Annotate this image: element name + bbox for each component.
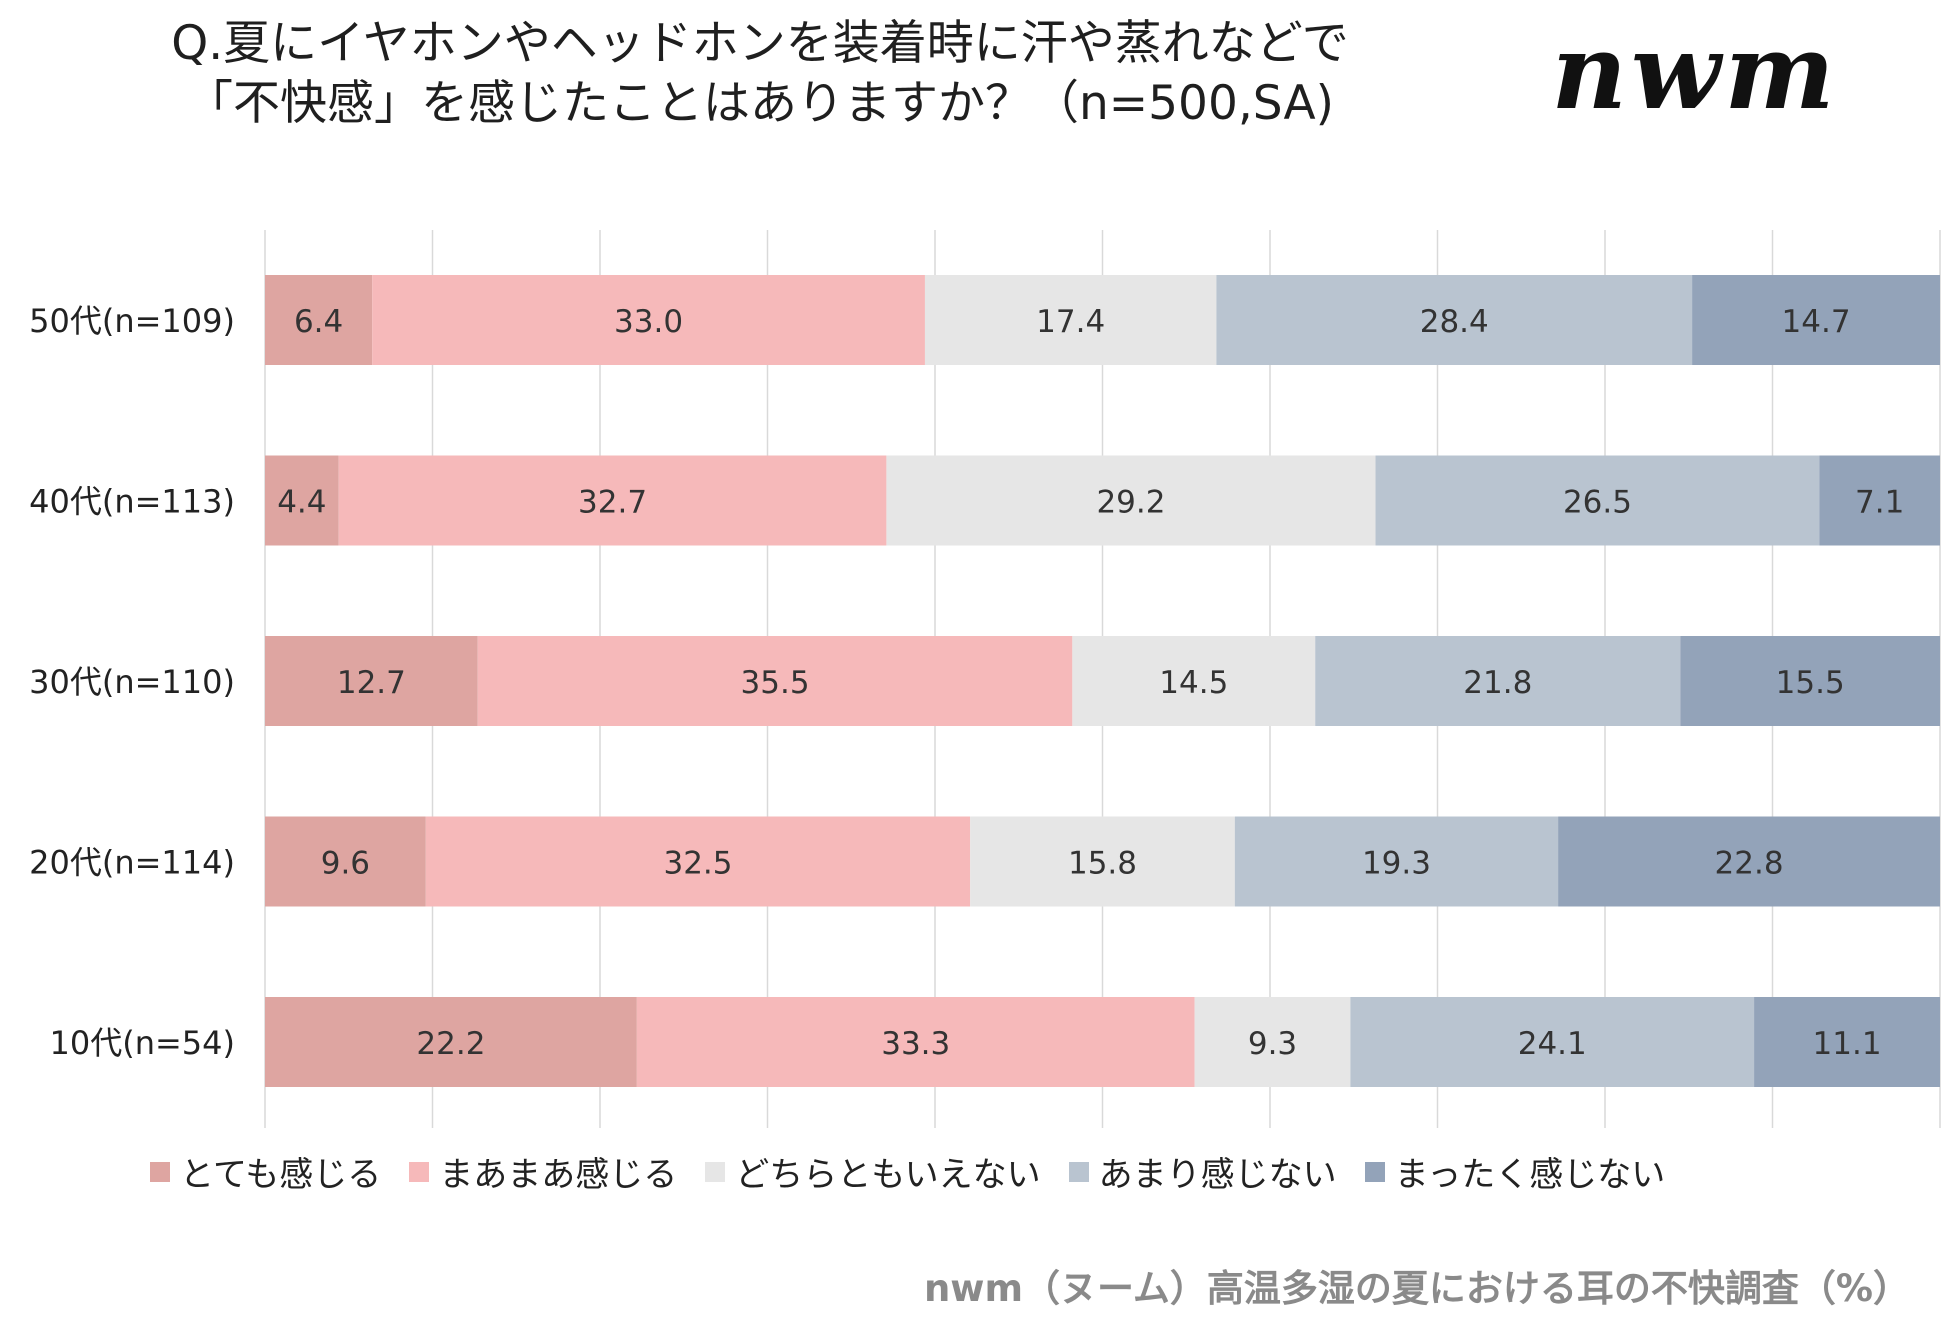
chart-legend: とても感じる まあまあ感じる どちらともいえない あまり感じない まったく感じない xyxy=(150,1147,1850,1196)
bar-segment xyxy=(1558,816,1940,907)
legend-label: あまり感じない xyxy=(1098,1155,1337,1195)
data-label: 9.6 xyxy=(321,846,370,882)
bar-segment xyxy=(1216,275,1693,365)
bar-segment xyxy=(1819,455,1940,546)
nwm-logo-text: nwm xyxy=(1551,30,1838,130)
chart-title-line-1: Q.夏にイヤホンやヘッドホンを装着時に汗や蒸れなどで xyxy=(171,16,1349,71)
bar-series xyxy=(265,275,1940,1087)
bar-segment xyxy=(338,455,887,546)
legend-swatch xyxy=(150,1161,170,1182)
legend-swatch xyxy=(705,1161,726,1182)
data-label: 26.5 xyxy=(1563,485,1632,521)
bar-segment xyxy=(1754,997,1940,1087)
bar-segment xyxy=(1375,455,1820,546)
data-label: 19.3 xyxy=(1362,846,1431,882)
legend-swatch xyxy=(1068,1161,1089,1182)
data-label: 32.7 xyxy=(578,485,647,521)
legend-item: どちらともいえない xyxy=(705,1147,1041,1196)
data-label: 22.2 xyxy=(416,1026,485,1062)
data-label: 32.5 xyxy=(663,846,732,882)
bar-segment xyxy=(265,275,373,365)
data-label: 17.4 xyxy=(1036,304,1105,340)
bar-segment xyxy=(425,816,971,907)
data-label: 9.3 xyxy=(1248,1026,1297,1062)
data-label: 6.4 xyxy=(294,304,343,340)
data-label: 4.4 xyxy=(277,485,326,521)
legend-label: まあまあ感じる xyxy=(439,1155,678,1195)
stacked-bar-chart: 6.4 33.0 17.4 28.4 14.7 4.4 32.7 29.2 26.5 7.1 12.… xyxy=(29,230,1941,1128)
data-label: 33.0 xyxy=(614,304,683,340)
legend-item: とても感じる xyxy=(150,1147,381,1196)
category-label: 50代(n=109) xyxy=(29,302,235,340)
data-labels: 6.4 33.0 17.4 28.4 14.7 4.4 32.7 29.2 26.5 7.1 12.… xyxy=(277,304,1904,1062)
legend-label: まったく感じない xyxy=(1394,1155,1666,1195)
nwm-logo: nwm xyxy=(1495,10,1905,134)
legend-swatch xyxy=(409,1161,430,1182)
data-label: 35.5 xyxy=(741,665,810,701)
data-label: 7.1 xyxy=(1855,485,1904,521)
bar-segment xyxy=(886,455,1376,546)
legend-item: あまり感じない xyxy=(1068,1147,1337,1196)
data-label: 14.7 xyxy=(1782,304,1851,340)
data-label: 21.8 xyxy=(1463,665,1532,701)
bar-segment xyxy=(265,997,637,1087)
chart-title: Q.夏にイヤホンやヘッドホンを装着時に汗や蒸れなどで 「不快感」を感じたことはあ… xyxy=(80,14,1440,134)
bar-segment xyxy=(265,636,478,726)
bar-segment xyxy=(924,275,1217,365)
category-label: 40代(n=113) xyxy=(29,483,235,521)
bar-segment xyxy=(265,455,339,546)
data-label: 33.3 xyxy=(881,1026,950,1062)
data-label: 28.4 xyxy=(1420,304,1489,340)
bar-segment xyxy=(1350,997,1755,1087)
bar-segment xyxy=(1194,997,1351,1087)
source-caption: nwm（ヌーム）高温多湿の夏における耳の不快調査（%） xyxy=(923,1267,1910,1310)
bar-segment xyxy=(1692,275,1940,365)
legend-label: とても感じる xyxy=(180,1155,382,1195)
data-label: 15.5 xyxy=(1776,665,1845,701)
bar-segment xyxy=(1234,816,1559,907)
data-label: 15.8 xyxy=(1068,846,1137,882)
category-label: 30代(n=110) xyxy=(29,663,235,701)
bar-segment xyxy=(636,997,1195,1087)
bar-segment xyxy=(1680,636,1940,726)
category-axis-labels: 50代(n=109) 40代(n=113) 30代(n=110) 20代(n=114)… xyxy=(29,302,235,1062)
data-label: 14.5 xyxy=(1159,665,1228,701)
category-label: 20代(n=114) xyxy=(29,844,235,882)
bar-segment xyxy=(1072,636,1316,726)
legend-item: まあまあ感じる xyxy=(409,1147,677,1196)
bar-segment xyxy=(477,636,1073,726)
bar-segment xyxy=(265,816,426,907)
data-label: 22.8 xyxy=(1715,846,1784,882)
data-label: 24.1 xyxy=(1518,1026,1587,1062)
legend-item: まったく感じない xyxy=(1364,1147,1666,1196)
category-label: 10代(n=54) xyxy=(49,1024,235,1062)
data-label: 12.7 xyxy=(337,665,406,701)
legend-swatch xyxy=(1364,1161,1385,1182)
data-label: 29.2 xyxy=(1096,485,1165,521)
legend-label: どちらともいえない xyxy=(735,1155,1041,1195)
bar-segment xyxy=(1315,636,1681,726)
bar-segment xyxy=(372,275,925,365)
chart-title-line-2: 「不快感」を感じたことはありますか？（n=500,SA) xyxy=(185,76,1334,131)
data-label: 11.1 xyxy=(1813,1026,1882,1062)
nwm-logo-mark: nwm xyxy=(1551,10,1838,133)
bar-segment xyxy=(970,816,1235,907)
